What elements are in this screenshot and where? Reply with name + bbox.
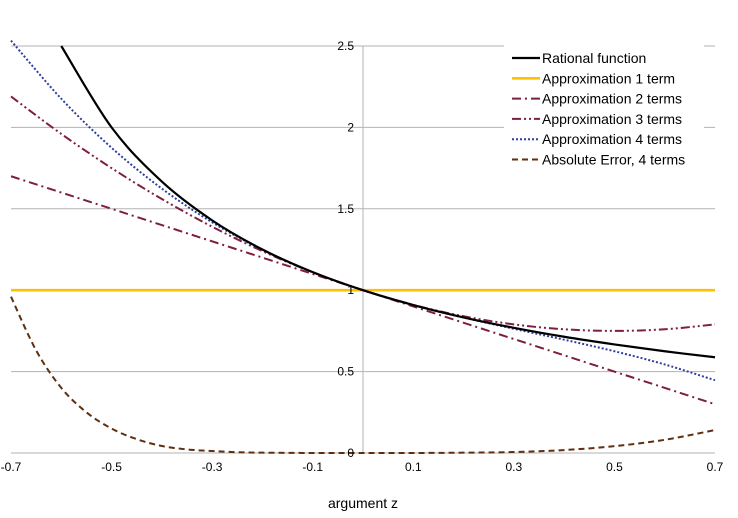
- series-line-5: [10, 296, 716, 455]
- x-tick-label: -0.7: [1, 460, 22, 474]
- x-tick-label: 0.7: [707, 460, 724, 474]
- legend-entry: Approximation 2 terms: [542, 91, 682, 107]
- series-line-4: [10, 39, 716, 382]
- legend-background: [504, 45, 704, 177]
- legend-entry: Approximation 1 term: [542, 70, 675, 86]
- x-tick-label: -0.5: [101, 460, 122, 474]
- legend-entry: Approximation 4 terms: [542, 131, 682, 147]
- x-tick-label: -0.1: [302, 460, 323, 474]
- y-tick-label: 1.5: [337, 202, 354, 216]
- y-tick-label: 0: [347, 446, 354, 460]
- y-tick-label: 2: [347, 120, 354, 134]
- x-axis-label: argument z: [328, 495, 398, 511]
- x-tick-label: 0.5: [606, 460, 623, 474]
- series-lines: [10, 39, 716, 455]
- legend-entry: Rational function: [542, 50, 646, 66]
- legend-entry: Approximation 3 terms: [542, 111, 682, 127]
- x-tick-label: 0.1: [405, 460, 422, 474]
- y-tick-labels: 0 0.5 1 1.5 2 2.5: [337, 39, 354, 460]
- y-tick-label: 1: [347, 283, 354, 297]
- x-tick-label: 0.3: [506, 460, 523, 474]
- x-tick-label: -0.3: [202, 460, 223, 474]
- y-tick-label: 2.5: [337, 39, 354, 53]
- y-tick-label: 0.5: [337, 365, 354, 379]
- series-line-0: [60, 45, 716, 359]
- legend: Rational function Approximation 1 term App…: [504, 45, 704, 177]
- legend-entry: Absolute Error, 4 terms: [542, 152, 685, 168]
- x-tick-labels: -0.7 -0.5 -0.3 -0.1 0.1 0.3 0.5 0.7: [1, 460, 724, 474]
